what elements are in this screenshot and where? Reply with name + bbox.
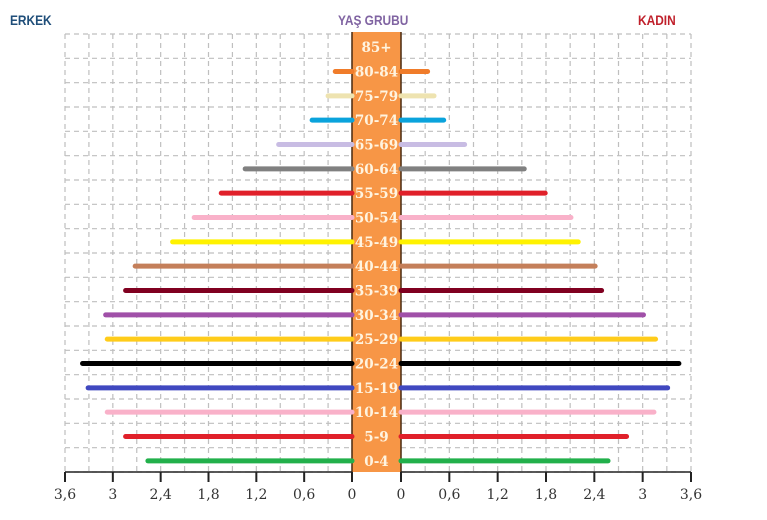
right-tick-label: 2,4 bbox=[583, 487, 605, 503]
left-title-erkek: ERKEK bbox=[10, 12, 52, 28]
right-tick-label: 3,6 bbox=[680, 487, 702, 503]
bars bbox=[80, 69, 682, 464]
age-group-label: 45-49 bbox=[355, 235, 398, 251]
age-group-label: 35-39 bbox=[355, 284, 398, 300]
age-group-label: 40-44 bbox=[355, 259, 398, 275]
right-tick-label: 1,8 bbox=[535, 487, 557, 503]
age-group-band bbox=[352, 32, 401, 472]
x-axis: 3,6 3 2,4 1,8 1,2 0,6 0 0 0,6 1,2 1,8 2,4 3 3,6 bbox=[54, 471, 702, 503]
age-group-label: 5-9 bbox=[364, 430, 388, 446]
left-tick-label: 1,8 bbox=[197, 487, 219, 503]
age-group-label: 15-19 bbox=[355, 381, 398, 397]
left-tick-label: 0,6 bbox=[293, 487, 315, 503]
right-tick-label: 0 bbox=[397, 487, 406, 503]
age-group-label: 75-79 bbox=[355, 89, 398, 105]
age-group-label: 0-4 bbox=[364, 454, 388, 470]
age-labels: 85+ 80-84 75-79 70-74 65-69 60-64 55-59 50-54 45… bbox=[355, 40, 398, 470]
left-tick-label: 2,4 bbox=[150, 487, 172, 503]
age-group-label: 70-74 bbox=[355, 113, 398, 129]
right-tick-label: 1,2 bbox=[487, 487, 509, 503]
center-title-yas-grubu: YAŞ GRUBU bbox=[338, 12, 409, 28]
left-tick-label: 0 bbox=[348, 487, 357, 503]
left-tick-label: 3 bbox=[108, 487, 117, 503]
age-group-label: 85+ bbox=[361, 40, 391, 56]
age-group-label: 80-84 bbox=[355, 65, 398, 81]
age-group-label: 60-64 bbox=[355, 162, 398, 178]
right-title-kadin: KADIN bbox=[638, 12, 676, 28]
right-tick-label: 3 bbox=[638, 487, 647, 503]
age-group-label: 30-34 bbox=[355, 308, 398, 324]
age-group-label: 55-59 bbox=[355, 186, 398, 202]
left-tick-label: 3,6 bbox=[54, 487, 76, 503]
left-tick-label: 1,2 bbox=[245, 487, 267, 503]
age-group-label: 65-69 bbox=[355, 138, 398, 154]
age-group-label: 50-54 bbox=[355, 211, 398, 227]
right-tick-label: 0,6 bbox=[438, 487, 460, 503]
age-group-label: 20-24 bbox=[355, 357, 398, 373]
age-group-label: 10-14 bbox=[355, 405, 398, 421]
age-group-label: 25-29 bbox=[355, 332, 398, 348]
